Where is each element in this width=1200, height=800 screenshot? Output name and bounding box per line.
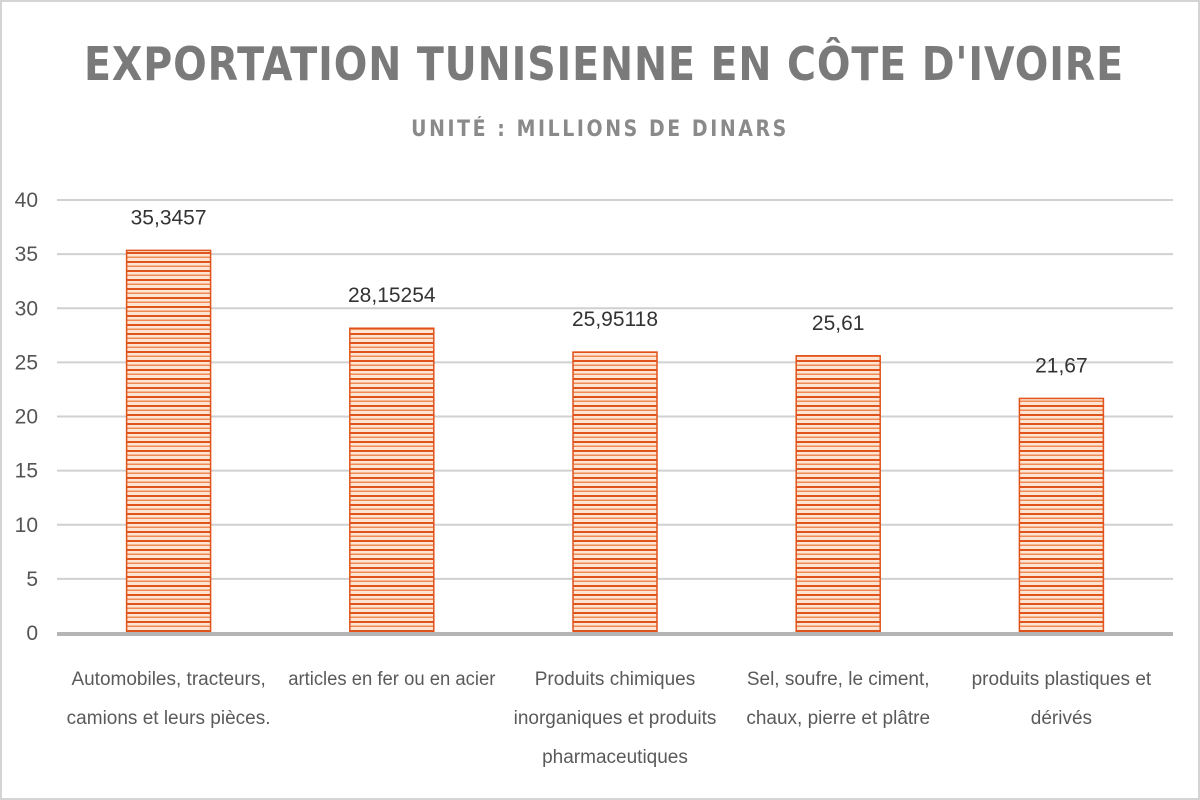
data-label: 28,15254 [348,284,436,307]
data-label: 25,95118 [572,308,658,331]
y-tick-label: 30 [15,297,38,320]
y-tick-label: 0 [26,622,38,645]
x-tick-label: inorganiques et produits [514,708,717,729]
y-tick-label: 5 [26,568,38,591]
y-tick-label: 25 [15,351,38,374]
bar [125,249,212,634]
x-tick-label: Produits chimiques [535,669,696,690]
x-tick-label: Automobiles, tracteurs, [71,669,265,690]
bar [349,327,435,634]
bar [1018,397,1105,634]
chart-title: EXPORTATION TUNISIENNE EN CÔTE D'IVOIRE [84,37,1125,91]
chart-subtitle: UNITÉ : MILLIONS DE DINARS [411,117,789,142]
y-tick-label: 20 [15,406,38,429]
y-tick-label: 15 [15,460,38,483]
x-tick-label: camions et leurs pièces. [67,708,271,729]
x-tick-label: pharmaceutiques [542,747,688,768]
data-label: 21,67 [1035,354,1088,377]
x-tick-label: articles en fer ou en acier [288,669,496,690]
y-tick-label: 35 [15,243,38,266]
y-axis-ticks: 0 5 10 15 20 25 30 35 40 [15,189,38,645]
y-tick-label: 10 [15,514,38,537]
bar [795,355,881,634]
data-labels: 35,3457 28,15254 25,95118 25,61 21,67 [131,206,1088,377]
bar [572,351,658,634]
data-label: 25,61 [812,312,865,335]
x-tick-label: dérivés [1031,708,1092,729]
x-tick-label: Sel, soufre, le ciment, [747,669,930,690]
x-tick-label: chaux, pierre et plâtre [746,708,930,729]
category-labels: Automobiles, tracteurs, camions et leurs … [67,669,1152,768]
data-label: 35,3457 [131,206,207,229]
x-tick-label: produits plastiques et [972,669,1152,690]
y-tick-label: 40 [15,189,38,212]
bars [125,249,1105,634]
